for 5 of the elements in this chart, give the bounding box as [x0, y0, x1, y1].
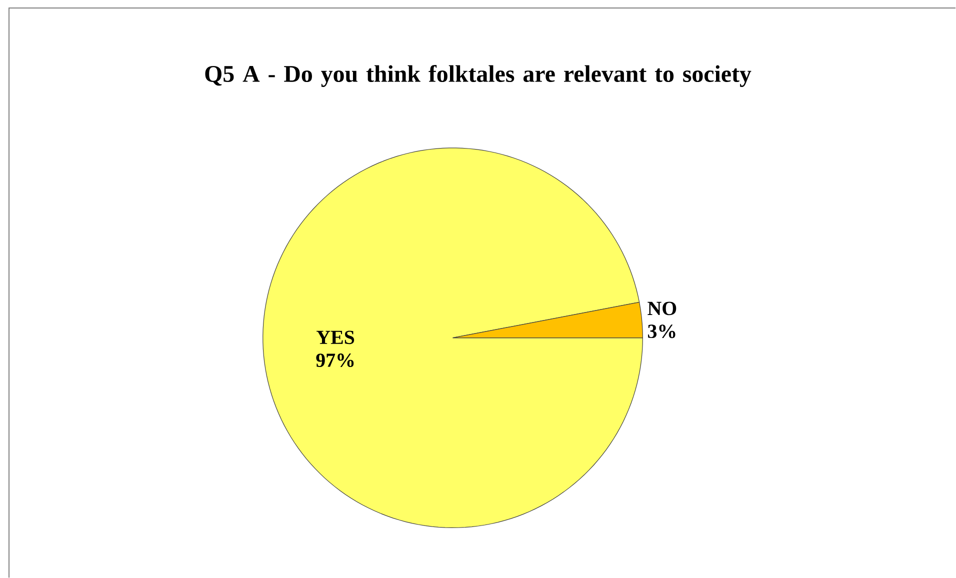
slice-label: NO: [648, 302, 676, 316]
slice-label: YES: [316, 330, 354, 344]
chart-title: Q5 A - Do you think folktales are relevant to society: [205, 64, 752, 87]
data-label: 97%: [316, 353, 354, 367]
data-label: 3%: [648, 324, 676, 338]
